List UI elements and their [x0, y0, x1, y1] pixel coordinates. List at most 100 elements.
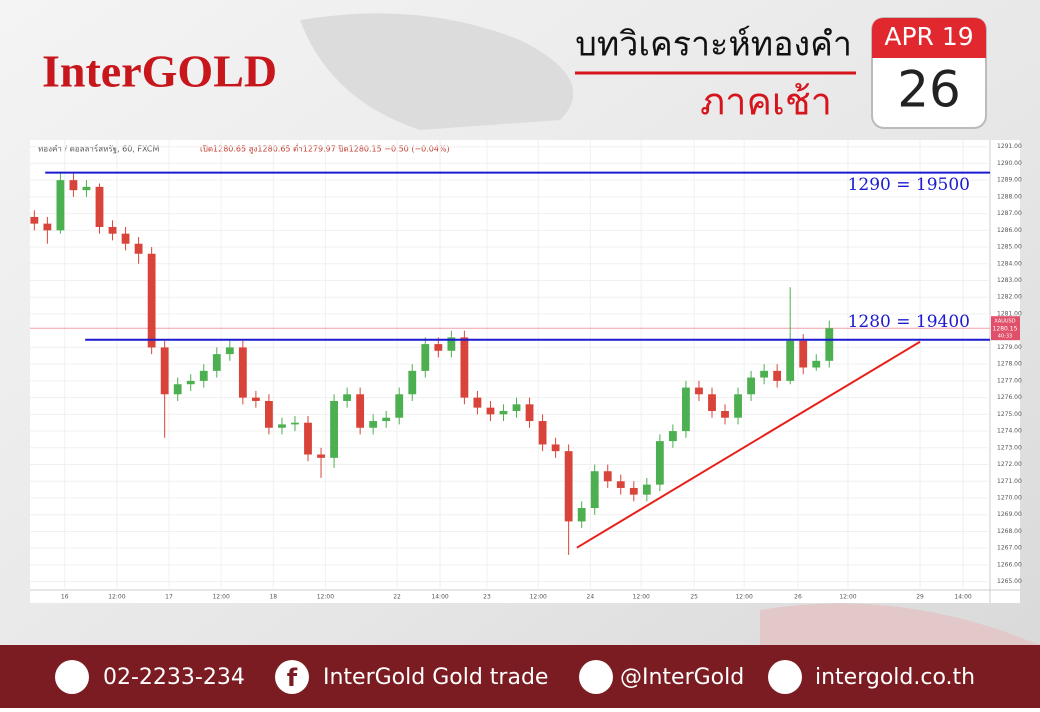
facebook-icon — [275, 660, 309, 694]
candle-body — [317, 454, 325, 458]
candle-body — [564, 451, 573, 522]
candle-body — [199, 370, 208, 381]
candle-body — [747, 377, 755, 395]
logo: InterGOLD — [42, 46, 277, 97]
candle-body — [799, 340, 808, 368]
candle-body — [356, 394, 365, 428]
x-tick-label: 26 — [794, 594, 802, 601]
x-tick-label: 14:00 — [431, 594, 448, 601]
x-tick-label: 12:00 — [735, 594, 752, 601]
candle-body — [147, 253, 156, 348]
footer — [0, 645, 1040, 708]
candle-body — [603, 471, 612, 482]
candle-body — [655, 441, 664, 485]
y-tick-label: 1279.00 — [997, 344, 1022, 351]
candle-body — [95, 186, 104, 227]
level-label: 1280 = 19400 — [848, 312, 970, 332]
candle-body — [512, 404, 521, 412]
y-tick-label: 1281.00 — [997, 310, 1022, 317]
candle-body — [447, 337, 456, 351]
ohlc-legend: เปิด1280.65 สูง1280.65 ต่ำ1279.97 ปิด128… — [200, 143, 450, 155]
y-tick-label: 1288.00 — [997, 193, 1022, 200]
map-shape — [760, 603, 1040, 645]
candle-body — [825, 328, 834, 361]
candle-body — [134, 243, 143, 254]
candle-body — [108, 226, 117, 234]
y-tick-label: 1287.00 — [997, 210, 1022, 217]
facebook: InterGold Gold trade — [323, 665, 548, 690]
y-tick-label: 1267.00 — [997, 545, 1022, 552]
candle-body — [173, 384, 182, 395]
y-tick-label: 1266.00 — [997, 561, 1022, 568]
y-tick-label: 1286.00 — [997, 227, 1022, 234]
y-tick-label: 1278.00 — [997, 361, 1022, 368]
candle-body — [577, 508, 586, 522]
x-tick-label: 12:00 — [530, 594, 547, 601]
y-tick-label: 1275.00 — [997, 411, 1022, 418]
x-tick-label: 12:00 — [839, 594, 856, 601]
y-tick-label: 1283.00 — [997, 277, 1022, 284]
y-tick-label: 1272.00 — [997, 461, 1022, 468]
candle-body — [369, 421, 378, 428]
candle-body — [734, 394, 742, 418]
candle-body — [82, 186, 91, 191]
x-tick-label: 16 — [61, 594, 69, 601]
x-tick-label: 12:00 — [633, 594, 650, 601]
y-tick-label: 1290.00 — [997, 160, 1022, 167]
website: intergold.co.th — [815, 665, 975, 690]
candle-body — [238, 347, 247, 398]
calendar-day: 26 — [897, 61, 961, 119]
y-tick-label: 1276.00 — [997, 394, 1022, 401]
candle-body — [760, 370, 769, 378]
calendar-top — [872, 18, 986, 58]
candle-body — [786, 340, 795, 381]
candle-body — [56, 180, 65, 231]
x-tick-label: 12:00 — [212, 594, 229, 601]
candle-body — [382, 417, 391, 422]
candle-body — [590, 471, 599, 509]
y-tick-label: 1268.00 — [997, 528, 1022, 535]
plot: 1265.00 1266.00 1267.00 1268.00 1269.00 1270.… — [30, 140, 1022, 601]
x-tick-label: 18 — [269, 594, 277, 601]
x-tick-label: 29 — [916, 594, 924, 601]
line-icon — [579, 660, 613, 694]
candle-body — [473, 397, 482, 408]
candle-body — [186, 380, 195, 385]
y-tick-label: 1291.00 — [997, 143, 1022, 150]
candle-body — [642, 484, 651, 495]
candle-body — [421, 344, 430, 371]
y-tick-label: 1289.00 — [997, 177, 1022, 184]
candle-body — [251, 397, 260, 401]
x-tick-label: 12:00 — [108, 594, 125, 601]
candle-body — [265, 400, 273, 428]
candle-body — [460, 337, 469, 398]
candle-body — [225, 347, 234, 355]
candle-body — [486, 407, 495, 415]
candle-body — [278, 424, 286, 428]
candle-body — [408, 370, 417, 395]
candle-body — [330, 400, 338, 458]
y-tick-label: 1274.00 — [997, 428, 1022, 435]
y-tick-label: 1282.00 — [997, 294, 1022, 301]
facebook-glyph: f — [287, 664, 298, 692]
phone-icon — [55, 660, 89, 694]
x-tick-label: 14:00 — [954, 594, 971, 601]
candle-body — [668, 431, 677, 442]
candle-body — [212, 354, 221, 371]
candle-body — [616, 481, 625, 488]
symbol: ทองคำ / ดอลลาร์สหรัฐ, 60, FXCM — [38, 144, 160, 154]
candle-body — [682, 387, 690, 432]
x-tick-label: 25 — [690, 594, 698, 601]
map-shape — [300, 13, 574, 130]
x-tick-label: 17 — [165, 594, 173, 601]
price-symbol: XAUUSD — [994, 319, 1015, 325]
candle-body — [343, 394, 352, 401]
candle-body — [434, 344, 443, 351]
candle-body — [525, 404, 534, 422]
x-tick-label: 24 — [587, 594, 595, 601]
y-tick-label: 1284.00 — [997, 260, 1022, 267]
y-tick-label: 1269.00 — [997, 511, 1022, 518]
y-tick-label: 1277.00 — [997, 377, 1022, 384]
